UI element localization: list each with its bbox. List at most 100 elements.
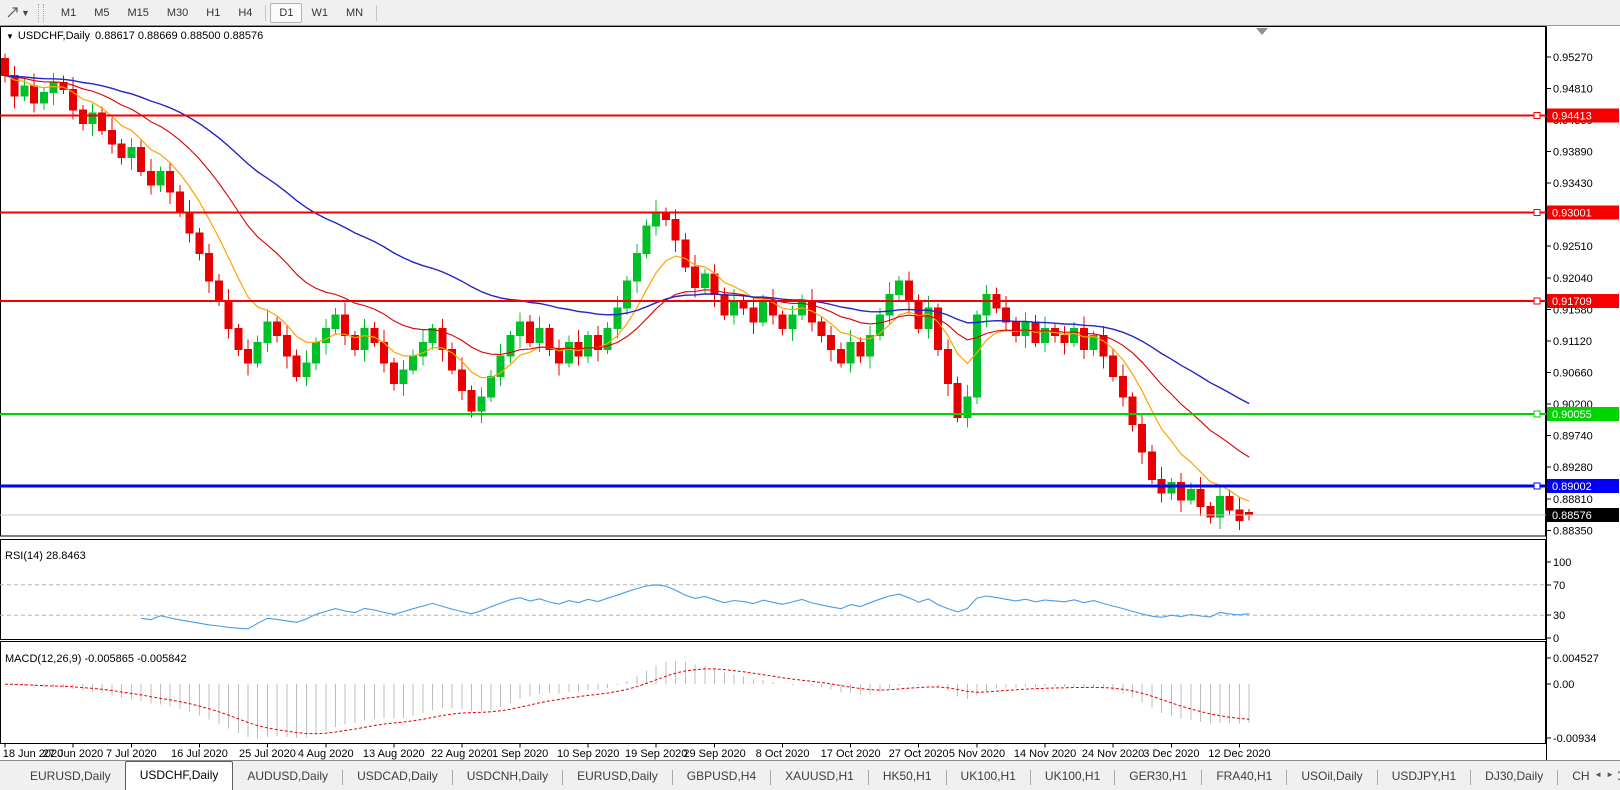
toolbar-separator — [376, 4, 378, 21]
tab-separator — [1286, 770, 1288, 785]
svg-text:0.93001: 0.93001 — [1552, 207, 1592, 219]
chart-shift-marker-icon[interactable] — [1256, 28, 1268, 35]
svg-text:14 Nov 2020: 14 Nov 2020 — [1014, 748, 1076, 760]
svg-text:22 Aug 2020: 22 Aug 2020 — [431, 748, 493, 760]
svg-text:0.92040: 0.92040 — [1553, 273, 1593, 285]
svg-text:1 Sep 2020: 1 Sep 2020 — [492, 748, 548, 760]
chart-window: 0.952700.948100.943500.938900.934300.929… — [0, 26, 1620, 760]
timeframe-w1-button[interactable]: W1 — [311, 6, 328, 19]
tab-scroll-buttons: ◄ ► — [1590, 764, 1618, 782]
svg-text:0.89280: 0.89280 — [1553, 462, 1593, 474]
svg-text:25 Jul 2020: 25 Jul 2020 — [239, 748, 296, 760]
macd-pane: 0.004527 0.00 -0.00934 — [1546, 653, 1599, 745]
moving-average-slow — [4, 74, 1250, 405]
macd-signal-line — [4, 668, 1250, 735]
timeframe-h4-button[interactable]: H4 — [238, 6, 253, 19]
svg-text:16 Jul 2020: 16 Jul 2020 — [171, 748, 228, 760]
tab-ger30-h1[interactable]: GER30,H1 — [1129, 769, 1188, 783]
svg-text:0.93430: 0.93430 — [1553, 178, 1593, 190]
tab-eurusd-daily[interactable]: EURUSD,Daily — [577, 769, 658, 783]
svg-text:13 Aug 2020: 13 Aug 2020 — [363, 748, 425, 760]
svg-text:0.92510: 0.92510 — [1553, 241, 1593, 253]
svg-text:7 Jul 2020: 7 Jul 2020 — [106, 748, 157, 760]
tab-dj30-daily[interactable]: DJ30,Daily — [1485, 769, 1544, 783]
svg-text:0.88350: 0.88350 — [1553, 526, 1593, 538]
svg-text:0.94810: 0.94810 — [1553, 84, 1593, 96]
svg-text:12 Dec 2020: 12 Dec 2020 — [1208, 748, 1270, 760]
tab-gbpusd-h4[interactable]: GBPUSD,H4 — [686, 769, 757, 783]
current-price-marker: 0.88576 — [0, 508, 1619, 523]
svg-text:10 Sep 2020: 10 Sep 2020 — [557, 748, 619, 760]
tab-uk100-h1[interactable]: UK100,H1 — [1044, 769, 1101, 783]
toolbar-grip[interactable] — [37, 3, 44, 22]
tool-dropdown-caret-icon[interactable]: ▼ — [21, 7, 30, 18]
tab-xauusd-h1[interactable]: XAUUSD,H1 — [785, 769, 854, 783]
svg-text:-0.00934: -0.00934 — [1553, 733, 1596, 745]
timeframe-m15-button[interactable]: M15 — [127, 6, 149, 19]
tab-separator — [770, 770, 772, 785]
svg-text:0.004527: 0.004527 — [1553, 653, 1599, 665]
svg-text:100: 100 — [1553, 557, 1571, 569]
timeframe-d1-button[interactable]: D1 — [270, 2, 303, 23]
tab-separator — [451, 770, 453, 785]
chart-canvas[interactable]: 0.952700.948100.943500.938900.934300.929… — [0, 26, 1620, 760]
svg-text:27 Oct 2020: 27 Oct 2020 — [889, 748, 949, 760]
tab-scroll-left-icon[interactable]: ◄ — [1594, 770, 1603, 779]
svg-text:0.89740: 0.89740 — [1553, 430, 1593, 442]
svg-text:0.00: 0.00 — [1553, 679, 1574, 691]
tab-separator — [1557, 770, 1559, 785]
svg-text:27 Jun 2020: 27 Jun 2020 — [43, 748, 104, 760]
svg-text:0.88810: 0.88810 — [1553, 494, 1593, 506]
tab-separator — [671, 770, 673, 785]
svg-text:0.90660: 0.90660 — [1553, 368, 1593, 380]
svg-text:0.88576: 0.88576 — [1552, 510, 1592, 522]
svg-text:30: 30 — [1553, 610, 1565, 622]
tab-fra40-h1[interactable]: FRA40,H1 — [1216, 769, 1273, 783]
tab-separator — [1029, 770, 1031, 785]
tab-usdcad-daily[interactable]: USDCAD,Daily — [357, 769, 438, 783]
timeframe-m5-button[interactable]: M5 — [94, 6, 110, 19]
crosshair-tool-icon[interactable] — [5, 5, 20, 20]
tab-separator — [342, 770, 344, 785]
svg-text:8 Oct 2020: 8 Oct 2020 — [756, 748, 810, 760]
tab-usdchf-daily[interactable]: USDCHF,Daily — [124, 761, 234, 790]
svg-text:17 Oct 2020: 17 Oct 2020 — [821, 748, 881, 760]
tab-hk50-h1[interactable]: HK50,H1 — [882, 769, 932, 783]
rsi-pane: 100 70 30 0 — [0, 557, 1571, 645]
tab-usdcnh-daily[interactable]: USDCNH,Daily — [466, 769, 549, 783]
tab-separator — [562, 770, 564, 785]
horizontal-level-lines[interactable]: 0.94413 0.93001 0.91709 0.90055 0.89002 — [0, 108, 1619, 493]
timeframe-h1-button[interactable]: H1 — [206, 6, 221, 19]
timeframe-m1-button[interactable]: M1 — [60, 6, 77, 19]
tab-scroll-right-icon[interactable]: ► — [1606, 770, 1614, 779]
tab-usoil-daily[interactable]: USOil,Daily — [1301, 769, 1363, 783]
svg-text:0.90055: 0.90055 — [1552, 409, 1592, 421]
svg-text:19 Sep 2020: 19 Sep 2020 — [625, 748, 687, 760]
timeframe-mn-button[interactable]: MN — [345, 6, 364, 19]
tab-separator — [945, 770, 947, 785]
pane-frames — [0, 26, 1547, 760]
svg-text:4 Aug 2020: 4 Aug 2020 — [298, 748, 354, 760]
moving-average-medium — [4, 75, 1250, 458]
tab-audusd-daily[interactable]: AUDUSD,Daily — [247, 769, 329, 783]
svg-text:0.91120: 0.91120 — [1553, 336, 1592, 348]
tab-eurusd-daily[interactable]: EURUSD,Daily — [30, 769, 111, 783]
svg-text:0.89002: 0.89002 — [1552, 481, 1592, 493]
tab-uk100-h1[interactable]: UK100,H1 — [960, 769, 1016, 783]
tab-separator — [1470, 770, 1472, 785]
svg-text:29 Sep 2020: 29 Sep 2020 — [683, 748, 745, 760]
macd-histogram — [14, 660, 1250, 739]
svg-text:3 Dec 2020: 3 Dec 2020 — [1143, 748, 1199, 760]
toolbar-separator — [265, 4, 267, 21]
svg-text:18 Jun 2020: 18 Jun 2020 — [3, 748, 64, 760]
svg-text:70: 70 — [1553, 580, 1565, 592]
svg-text:0.93890: 0.93890 — [1553, 147, 1593, 159]
toolbar: ▼ M1 M5 M15 M30 H1 H4 D1 W1 MN — [0, 0, 1620, 26]
svg-text:0.95270: 0.95270 — [1553, 52, 1593, 64]
tab-usdjpy-h1[interactable]: USDJPY,H1 — [1391, 769, 1457, 783]
timeframe-buttons: M1 M5 M15 M30 H1 H4 D1 W1 MN — [52, 2, 381, 23]
price-axis[interactable]: 0.952700.948100.943500.938900.934300.929… — [1546, 52, 1593, 538]
candlesticks — [1, 53, 1254, 530]
timeframe-m30-button[interactable]: M30 — [166, 6, 189, 19]
